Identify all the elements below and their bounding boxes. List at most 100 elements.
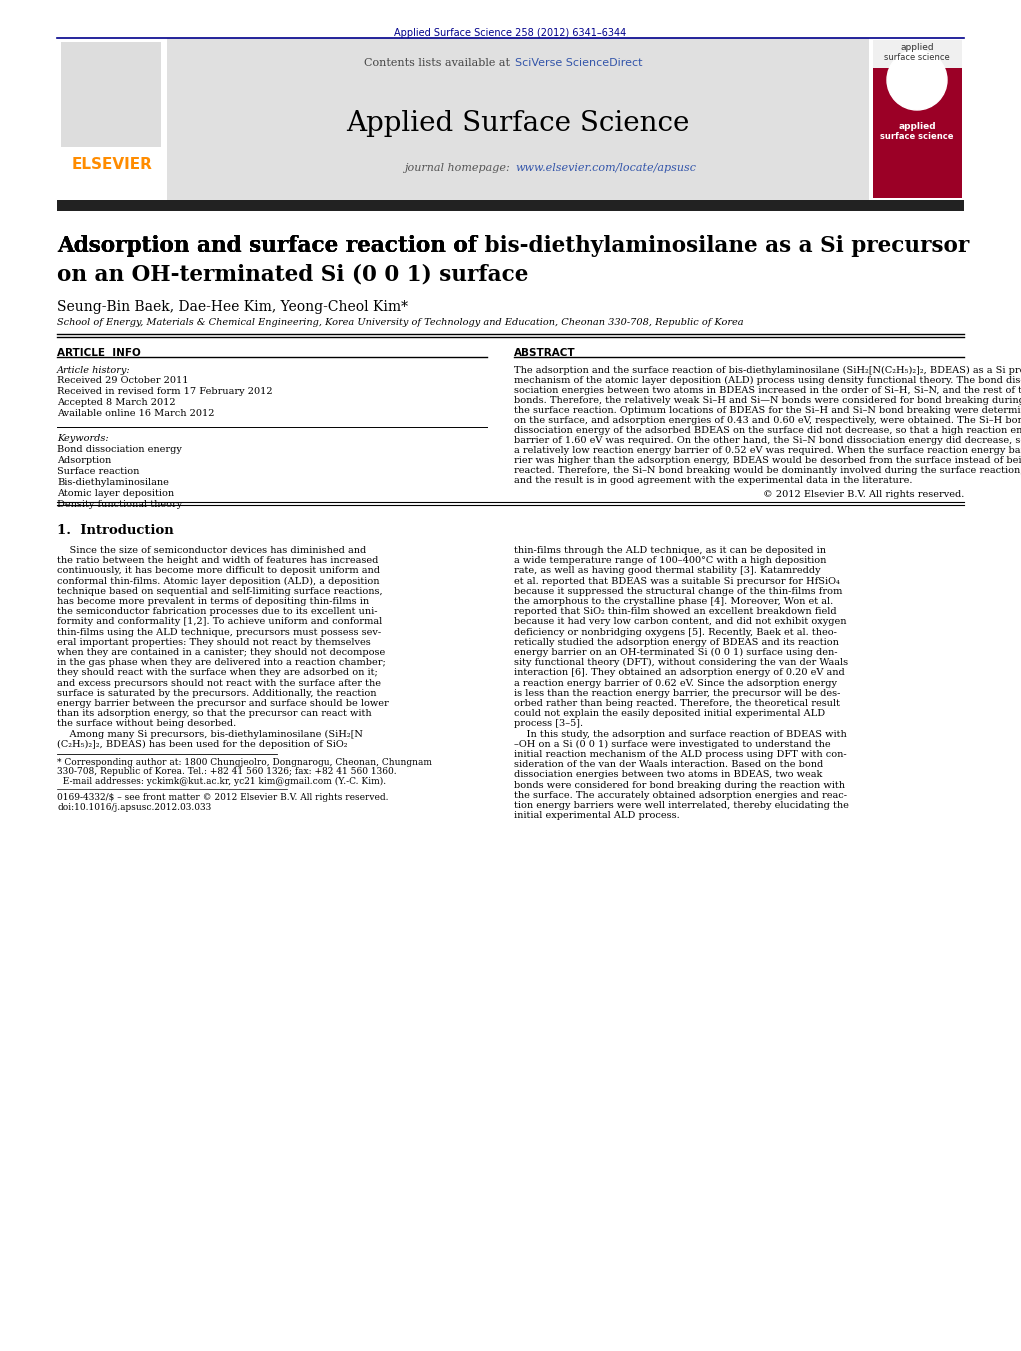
Text: and the result is in good agreement with the experimental data in the literature: and the result is in good agreement with…	[514, 476, 913, 485]
Text: because it had very low carbon content, and did not exhibit oxygen: because it had very low carbon content, …	[514, 617, 846, 627]
Text: interaction [6]. They obtained an adsorption energy of 0.20 eV and: interaction [6]. They obtained an adsorp…	[514, 669, 844, 677]
Bar	[57, 38, 167, 200]
Text: Adsorption and surface reaction of: Adsorption and surface reaction of	[57, 235, 485, 257]
Text: School of Energy, Materials & Chemical Engineering, Korea University of Technolo: School of Energy, Materials & Chemical E…	[57, 317, 743, 327]
Text: ABSTRACT: ABSTRACT	[514, 349, 576, 358]
Text: Surface reaction: Surface reaction	[57, 467, 140, 476]
Text: conformal thin-films. Atomic layer deposition (ALD), a deposition: conformal thin-films. Atomic layer depos…	[57, 577, 380, 586]
Text: has become more prevalent in terms of depositing thin-films in: has become more prevalent in terms of de…	[57, 597, 370, 607]
Text: Bond dissociation energy: Bond dissociation energy	[57, 444, 182, 454]
Text: In this study, the adsorption and surface reaction of BDEAS with: In this study, the adsorption and surfac…	[514, 730, 846, 739]
Text: a wide temperature range of 100–400°C with a high deposition: a wide temperature range of 100–400°C wi…	[514, 557, 826, 565]
Text: could not explain the easily deposited initial experimental ALD: could not explain the easily deposited i…	[514, 709, 825, 719]
Text: dissociation energies between two atoms in BDEAS, two weak: dissociation energies between two atoms …	[514, 770, 822, 780]
Text: technique based on sequential and self-limiting surface reactions,: technique based on sequential and self-l…	[57, 586, 383, 596]
Text: than its adsorption energy, so that the precursor can react with: than its adsorption energy, so that the …	[57, 709, 372, 719]
Text: bonds were considered for bond breaking during the reaction with: bonds were considered for bond breaking …	[514, 781, 845, 789]
Text: the amorphous to the crystalline phase [4]. Moreover, Won et al.: the amorphous to the crystalline phase […	[514, 597, 833, 607]
Text: Density functional theory: Density functional theory	[57, 500, 183, 509]
Bar	[167, 38, 869, 200]
Text: Applied Surface Science: Applied Surface Science	[346, 109, 690, 136]
Text: 330-708, Republic of Korea. Tel.: +82 41 560 1326; fax: +82 41 560 1360.: 330-708, Republic of Korea. Tel.: +82 41…	[57, 767, 396, 777]
Text: and excess precursors should not react with the surface after the: and excess precursors should not react w…	[57, 678, 381, 688]
Text: Accepted 8 March 2012: Accepted 8 March 2012	[57, 399, 176, 407]
Text: energy barrier between the precursor and surface should be lower: energy barrier between the precursor and…	[57, 698, 389, 708]
Text: ARTICLE  INFO: ARTICLE INFO	[57, 349, 141, 358]
Text: eral important properties: They should not react by themselves: eral important properties: They should n…	[57, 638, 371, 647]
Text: mechanism of the atomic layer deposition (ALD) process using density functional : mechanism of the atomic layer deposition…	[514, 376, 1021, 385]
Text: surface science: surface science	[880, 132, 954, 141]
Text: because it suppressed the structural change of the thin-films from: because it suppressed the structural cha…	[514, 586, 842, 596]
Text: the surface reaction. Optimum locations of BDEAS for the Si–H and Si–N bond brea: the surface reaction. Optimum locations …	[514, 407, 1021, 415]
Text: ELSEVIER: ELSEVIER	[71, 157, 152, 172]
Text: sociation energies between two atoms in BDEAS increased in the order of Si–H, Si: sociation energies between two atoms in …	[514, 386, 1021, 394]
Text: doi:10.1016/j.apsusc.2012.03.033: doi:10.1016/j.apsusc.2012.03.033	[57, 804, 211, 812]
Text: dissociation energy of the adsorbed BDEAS on the surface did not decrease, so th: dissociation energy of the adsorbed BDEA…	[514, 426, 1021, 435]
Text: a reaction energy barrier of 0.62 eV. Since the adsorption energy: a reaction energy barrier of 0.62 eV. Si…	[514, 678, 837, 688]
Text: www.elsevier.com/locate/apsusc: www.elsevier.com/locate/apsusc	[515, 163, 696, 173]
Text: 1.  Introduction: 1. Introduction	[57, 524, 174, 536]
Text: Available online 16 March 2012: Available online 16 March 2012	[57, 409, 214, 417]
Text: initial experimental ALD process.: initial experimental ALD process.	[514, 811, 680, 820]
Text: rier was higher than the adsorption energy, BDEAS would be desorbed from the sur: rier was higher than the adsorption ener…	[514, 457, 1021, 465]
Text: surface science: surface science	[884, 53, 950, 62]
Bar	[57, 200, 964, 211]
Text: formity and conformality [1,2]. To achieve uniform and conformal: formity and conformality [1,2]. To achie…	[57, 617, 382, 627]
Text: surface is saturated by the precursors. Additionally, the reaction: surface is saturated by the precursors. …	[57, 689, 377, 698]
Text: * Corresponding author at: 1800 Chungjeolro, Dongnarogu, Cheonan, Chungnam: * Corresponding author at: 1800 Chungjeo…	[57, 758, 432, 767]
Text: reacted. Therefore, the Si–N bond breaking would be dominantly involved during t: reacted. Therefore, the Si–N bond breaki…	[514, 466, 1021, 476]
Text: initial reaction mechanism of the ALD process using DFT with con-: initial reaction mechanism of the ALD pr…	[514, 750, 846, 759]
Text: on an OH-terminated Si (0 0 1) surface: on an OH-terminated Si (0 0 1) surface	[57, 263, 529, 285]
Text: Among many Si precursors, bis-diethylaminosilane (SiH₂[N: Among many Si precursors, bis-diethylami…	[57, 730, 362, 739]
Text: continuously, it has become more difficult to deposit uniform and: continuously, it has become more difficu…	[57, 566, 380, 576]
Text: Bis-diethylaminosilane: Bis-diethylaminosilane	[57, 478, 168, 486]
Text: reported that SiO₂ thin-film showed an excellent breakdown field: reported that SiO₂ thin-film showed an e…	[514, 607, 836, 616]
Text: et al. reported that BDEAS was a suitable Si precursor for HfSiO₄: et al. reported that BDEAS was a suitabl…	[514, 577, 840, 585]
Text: SciVerse ScienceDirect: SciVerse ScienceDirect	[515, 58, 642, 68]
Text: Adsorption and surface reaction of bis-diethylaminosilane as a Si precursor: Adsorption and surface reaction of bis-d…	[57, 235, 969, 257]
Text: applied: applied	[901, 43, 934, 51]
Text: Article history:: Article history:	[57, 366, 131, 376]
Text: sity functional theory (DFT), without considering the van der Waals: sity functional theory (DFT), without co…	[514, 658, 848, 667]
Text: retically studied the adsorption energy of BDEAS and its reaction: retically studied the adsorption energy …	[514, 638, 839, 647]
Text: the ratio between the height and width of features has increased: the ratio between the height and width o…	[57, 557, 379, 565]
Text: Received 29 October 2011: Received 29 October 2011	[57, 376, 189, 385]
Text: journal homepage:: journal homepage:	[403, 163, 513, 173]
Text: Keywords:: Keywords:	[57, 434, 108, 443]
Text: 0169-4332/$ – see front matter © 2012 Elsevier B.V. All rights reserved.: 0169-4332/$ – see front matter © 2012 El…	[57, 793, 389, 802]
Text: process [3–5].: process [3–5].	[514, 719, 583, 728]
Text: –OH on a Si (0 0 1) surface were investigated to understand the: –OH on a Si (0 0 1) surface were investi…	[514, 740, 831, 748]
Text: the semiconductor fabrication processes due to its excellent uni-: the semiconductor fabrication processes …	[57, 607, 378, 616]
Text: the surface. The accurately obtained adsorption energies and reac-: the surface. The accurately obtained ads…	[514, 790, 847, 800]
Text: sideration of the van der Waals interaction. Based on the bond: sideration of the van der Waals interact…	[514, 761, 823, 769]
Text: Atomic layer deposition: Atomic layer deposition	[57, 489, 175, 499]
Text: thin-films using the ALD technique, precursors must possess sev-: thin-films using the ALD technique, prec…	[57, 628, 381, 636]
Text: Applied Surface Science 258 (2012) 6341–6344: Applied Surface Science 258 (2012) 6341–…	[394, 28, 627, 38]
Bar	[873, 68, 962, 199]
Text: in the gas phase when they are delivered into a reaction chamber;: in the gas phase when they are delivered…	[57, 658, 386, 667]
Text: © 2012 Elsevier B.V. All rights reserved.: © 2012 Elsevier B.V. All rights reserved…	[763, 490, 964, 499]
Text: a relatively low reaction energy barrier of 0.52 eV was required. When the surfa: a relatively low reaction energy barrier…	[514, 446, 1021, 455]
Text: thin-films through the ALD technique, as it can be deposited in: thin-films through the ALD technique, as…	[514, 546, 826, 555]
Text: when they are contained in a canister; they should not decompose: when they are contained in a canister; t…	[57, 648, 385, 657]
Text: E-mail addresses: yckimk@kut.ac.kr, yc21 kim@gmail.com (Y.-C. Kim).: E-mail addresses: yckimk@kut.ac.kr, yc21…	[57, 777, 386, 786]
Text: Adsorption: Adsorption	[57, 457, 111, 465]
Text: applied: applied	[898, 122, 936, 131]
Text: energy barrier on an OH-terminated Si (0 0 1) surface using den-: energy barrier on an OH-terminated Si (0…	[514, 648, 837, 657]
Text: on the surface, and adsorption energies of 0.43 and 0.60 eV, respectively, were : on the surface, and adsorption energies …	[514, 416, 1021, 426]
Text: tion energy barriers were well interrelated, thereby elucidating the: tion energy barriers were well interrela…	[514, 801, 848, 811]
Text: Since the size of semiconductor devices has diminished and: Since the size of semiconductor devices …	[57, 546, 367, 555]
Text: is less than the reaction energy barrier, the precursor will be des-: is less than the reaction energy barrier…	[514, 689, 840, 698]
Text: Received in revised form 17 February 2012: Received in revised form 17 February 201…	[57, 386, 273, 396]
Text: the surface without being desorbed.: the surface without being desorbed.	[57, 719, 236, 728]
Text: barrier of 1.60 eV was required. On the other hand, the Si–N bond dissociation e: barrier of 1.60 eV was required. On the …	[514, 436, 1021, 444]
Bar	[871, 38, 964, 200]
Text: Contents lists available at: Contents lists available at	[363, 58, 513, 68]
Text: Seung-Bin Baek, Dae-Hee Kim, Yeong-Cheol Kim*: Seung-Bin Baek, Dae-Hee Kim, Yeong-Cheol…	[57, 300, 408, 313]
Circle shape	[887, 50, 947, 109]
Bar	[873, 41, 962, 68]
Text: bonds. Therefore, the relatively weak Si–H and Si—N bonds were considered for bo: bonds. Therefore, the relatively weak Si…	[514, 396, 1021, 405]
Text: The adsorption and the surface reaction of bis-diethylaminosilane (SiH₂[N(C₂H₅)₂: The adsorption and the surface reaction …	[514, 366, 1021, 376]
Text: they should react with the surface when they are adsorbed on it;: they should react with the surface when …	[57, 669, 378, 677]
Text: orbed rather than being reacted. Therefore, the theoretical result: orbed rather than being reacted. Therefo…	[514, 698, 840, 708]
